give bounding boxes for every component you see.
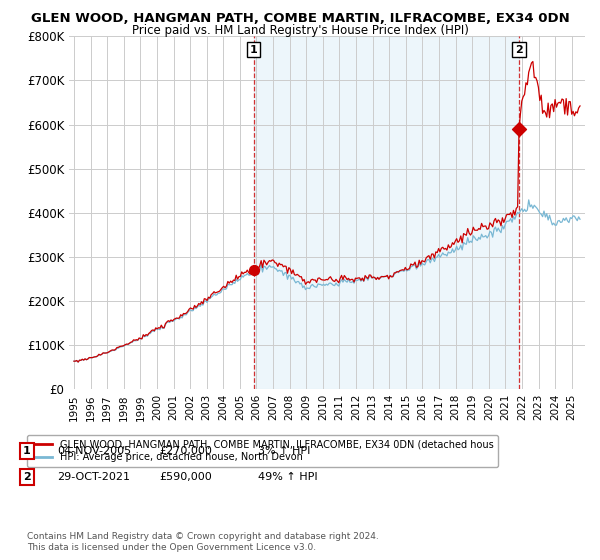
Text: 04-NOV-2005: 04-NOV-2005 — [57, 446, 131, 456]
Bar — [254, 36, 519, 389]
Text: Contains HM Land Registry data © Crown copyright and database right 2024.
This d: Contains HM Land Registry data © Crown c… — [27, 532, 379, 552]
Text: 29-OCT-2021: 29-OCT-2021 — [57, 472, 130, 482]
Text: 3% ↑ HPI: 3% ↑ HPI — [258, 446, 310, 456]
Text: 49% ↑ HPI: 49% ↑ HPI — [258, 472, 317, 482]
Text: 2: 2 — [23, 472, 31, 482]
Point — [249, 265, 259, 274]
Text: GLEN WOOD, HANGMAN PATH, COMBE MARTIN, ILFRACOMBE, EX34 0DN: GLEN WOOD, HANGMAN PATH, COMBE MARTIN, I… — [31, 12, 569, 25]
Text: £270,000: £270,000 — [159, 446, 212, 456]
Text: Price paid vs. HM Land Registry's House Price Index (HPI): Price paid vs. HM Land Registry's House … — [131, 24, 469, 36]
Text: 1: 1 — [250, 45, 258, 55]
Point — [514, 124, 524, 133]
Text: 2: 2 — [515, 45, 523, 55]
Text: 1: 1 — [23, 446, 31, 456]
Legend: GLEN WOOD, HANGMAN PATH, COMBE MARTIN, ILFRACOMBE, EX34 0DN (detached hous, HPI:: GLEN WOOD, HANGMAN PATH, COMBE MARTIN, I… — [28, 435, 498, 467]
Text: £590,000: £590,000 — [159, 472, 212, 482]
